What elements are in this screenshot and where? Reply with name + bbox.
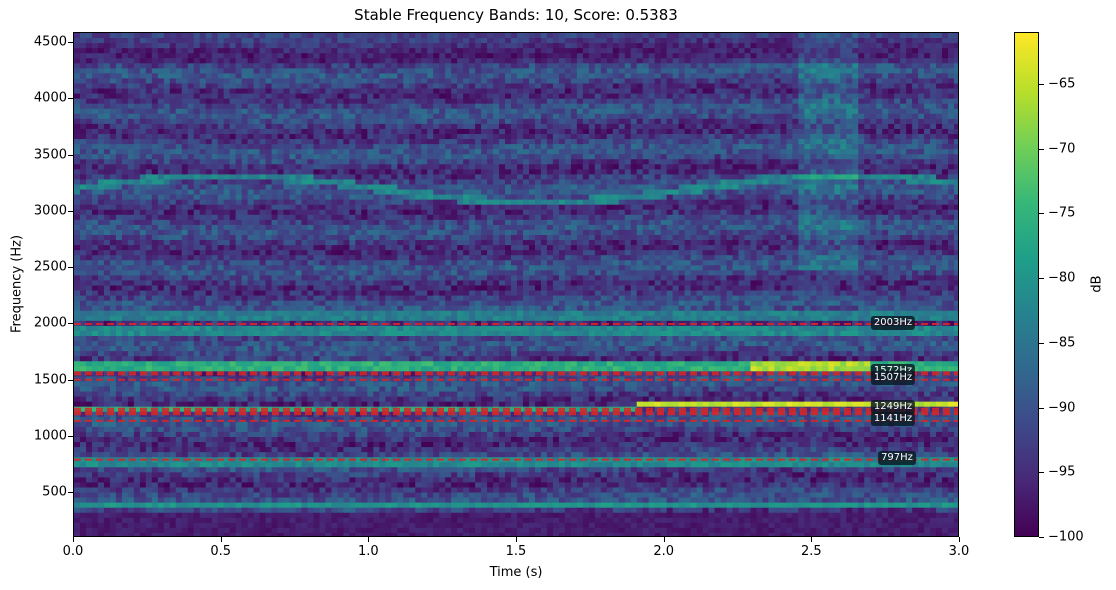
chart-title: Stable Frequency Bands: 10, Score: 0.538… (354, 6, 678, 24)
y-tick-label: 2000 (33, 315, 67, 331)
colorbar-label: dB (1089, 275, 1105, 293)
x-tick-mark (73, 537, 74, 542)
x-tick-label: 1.5 (505, 544, 527, 559)
y-tick-mark (68, 154, 73, 156)
band-label: 1141Hz (870, 412, 916, 426)
x-tick-mark (959, 537, 960, 542)
spectrogram-image (74, 33, 958, 536)
y-axis-label: Frequency (Hz) (9, 234, 25, 334)
y-tick-mark (68, 492, 73, 493)
colorbar-tick-label: −70 (1048, 141, 1076, 157)
colorbar-tick-label: −75 (1048, 205, 1076, 221)
band-label: 2003Hz (870, 316, 916, 330)
x-tick-label: 0.0 (62, 544, 84, 559)
colorbar-tick-label: −95 (1048, 464, 1076, 480)
y-tick-label: 500 (42, 484, 67, 500)
colorbar-tick-mark (1039, 537, 1044, 538)
x-tick-label: 1.0 (357, 544, 379, 559)
x-tick-label: 0.5 (210, 544, 231, 559)
y-tick-mark (68, 267, 73, 269)
y-tick-mark (68, 98, 73, 100)
y-tick-mark (68, 210, 73, 212)
colorbar-tick-label: −100 (1048, 529, 1084, 545)
band-label: 1249Hz (870, 400, 916, 414)
y-tick-label: 3500 (33, 147, 67, 163)
y-tick-mark (68, 379, 73, 381)
colorbar-tick-label: −80 (1048, 270, 1076, 286)
x-tick-mark (663, 537, 665, 542)
colorbar (1014, 32, 1039, 537)
x-tick-mark (516, 537, 517, 542)
x-tick-label: 2.5 (800, 544, 822, 559)
x-axis-label: Time (s) (489, 565, 543, 580)
colorbar-tick-mark (1039, 213, 1044, 215)
x-tick-label: 3.0 (948, 544, 970, 559)
y-tick-label: 4000 (33, 90, 67, 106)
colorbar-tick-mark (1039, 148, 1044, 150)
x-tick-label: 2.0 (653, 544, 674, 559)
colorbar-tick-mark (1039, 407, 1044, 409)
y-tick-label: 2500 (33, 259, 67, 275)
y-tick-label: 1000 (33, 428, 67, 444)
colorbar-tick-label: −85 (1048, 335, 1076, 351)
colorbar-tick-mark (1039, 83, 1044, 85)
spectrogram-plot-area (73, 32, 959, 537)
colorbar-tick-mark (1039, 472, 1044, 474)
band-label: 797Hz (878, 451, 916, 465)
colorbar-tick-label: −90 (1048, 400, 1076, 415)
y-tick-label: 4500 (33, 34, 67, 50)
y-tick-mark (68, 435, 73, 437)
x-tick-mark (220, 537, 222, 542)
band-label: 1507Hz (870, 371, 916, 385)
x-tick-mark (368, 537, 370, 542)
y-tick-mark (68, 42, 73, 44)
y-tick-mark (68, 323, 73, 325)
y-tick-label: 1500 (33, 372, 67, 388)
colorbar-tick-mark (1039, 278, 1044, 280)
colorbar-tick-mark (1039, 342, 1044, 344)
x-tick-mark (811, 537, 813, 542)
y-tick-label: 3000 (33, 203, 67, 219)
colorbar-tick-label: −65 (1048, 76, 1076, 92)
